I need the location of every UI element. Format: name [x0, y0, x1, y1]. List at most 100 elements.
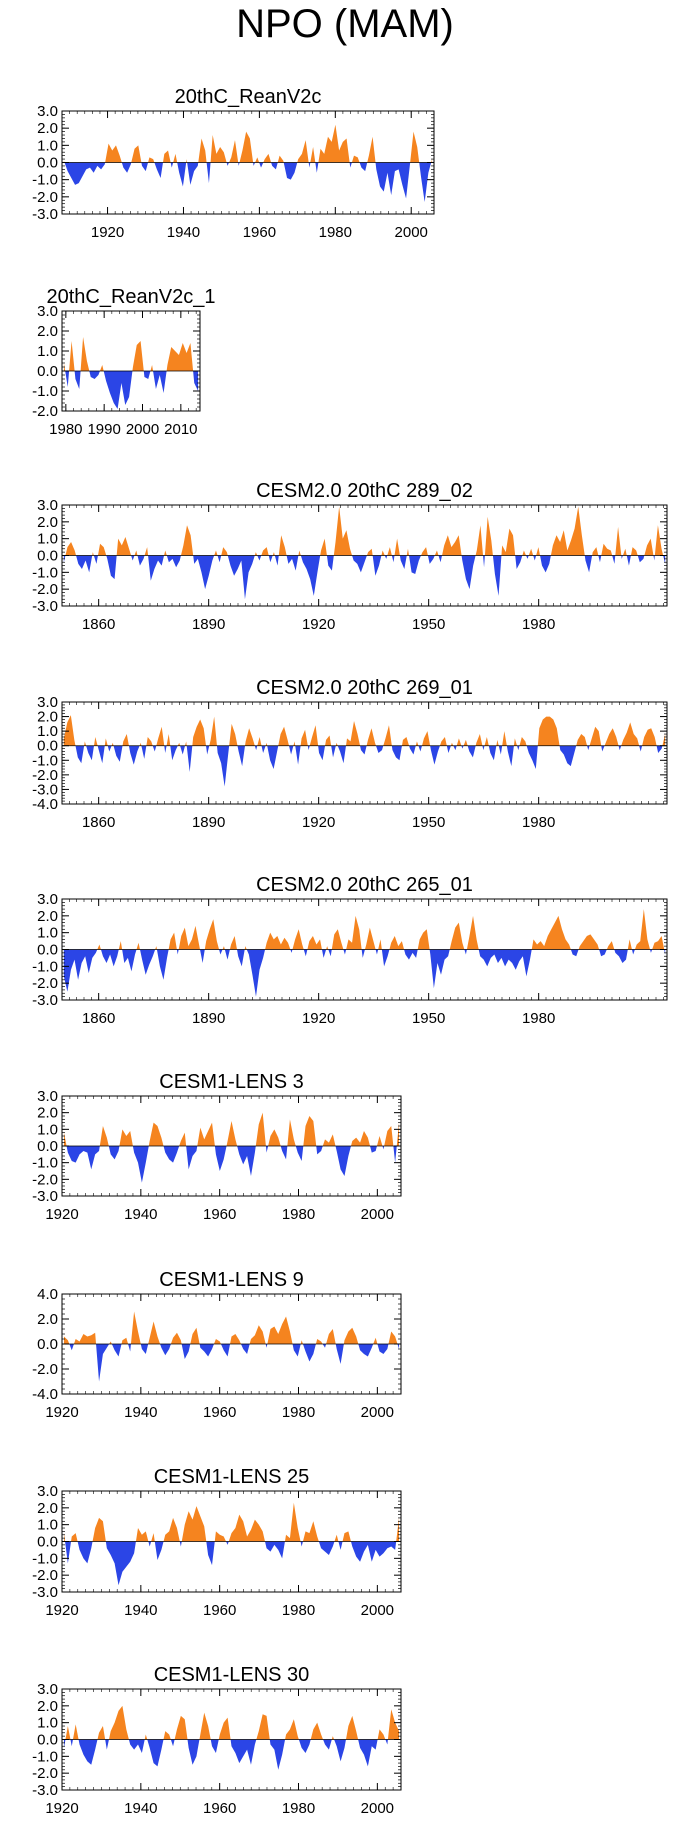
y-tick-label: 0.0 [37, 548, 58, 565]
y-tick-label: -3.0 [32, 1584, 58, 1601]
y-tick-label: -3.0 [32, 598, 58, 615]
y-tick-label: 1.0 [37, 1121, 58, 1138]
y-tick-label: 0.0 [37, 363, 58, 380]
y-tick-label: 2.0 [37, 1698, 58, 1715]
negative-area [63, 949, 666, 997]
x-tick-label: 1950 [412, 814, 445, 831]
chart-title: 20thC_ReanV2c_1 [46, 286, 215, 308]
y-tick-label: 3.0 [37, 1088, 58, 1105]
y-tick-label: 0.0 [37, 155, 58, 172]
x-tick-label: 1960 [243, 224, 276, 241]
positive-area [63, 1705, 400, 1740]
y-tick-label: 2.0 [37, 1311, 58, 1328]
y-tick-label: 3.0 [37, 303, 58, 320]
x-tick-label: 1890 [192, 616, 225, 633]
negative-area [63, 1146, 400, 1183]
y-tick-label: -2.0 [32, 1765, 58, 1782]
y-tick-label: -3.0 [32, 1188, 58, 1205]
x-tick-label: 1980 [319, 224, 352, 241]
x-tick-label: 1980 [282, 1800, 315, 1817]
y-tick-label: 3.0 [37, 1483, 58, 1500]
y-tick-label: 2.0 [37, 514, 58, 531]
x-tick-label: 1960 [203, 1800, 236, 1817]
y-tick-label: 0.0 [37, 942, 58, 959]
x-tick-label: 1980 [282, 1602, 315, 1619]
positive-area [63, 506, 666, 556]
y-tick-label: 1.0 [37, 925, 58, 942]
x-tick-label: 1980 [522, 1010, 555, 1027]
x-tick-label: 1890 [192, 1010, 225, 1027]
chart-panel-6: CESM1-LENS 3 -3.0-2.0-1.00.01.02.03.0 1920… [32, 1071, 402, 1223]
x-tick-label: 1950 [412, 616, 445, 633]
chart-title: CESM1-LENS 30 [154, 1664, 310, 1686]
y-tick-label: -3.0 [32, 206, 58, 223]
y-tick-label: 1.0 [37, 723, 58, 740]
y-tick-label: 3.0 [37, 497, 58, 514]
y-tick-label: -2.0 [32, 1567, 58, 1584]
x-tick-label: 1960 [203, 1206, 236, 1223]
x-tick-label: 1940 [124, 1404, 157, 1421]
negative-area [63, 555, 666, 600]
x-tick-label: 2000 [395, 224, 428, 241]
chart-title: CESM1-LENS 25 [154, 1466, 310, 1488]
x-tick-label: 1980 [522, 814, 555, 831]
y-tick-label: -2.0 [32, 1171, 58, 1188]
positive-area [63, 124, 433, 163]
y-tick-label: 2.0 [37, 908, 58, 925]
negative-area [63, 371, 199, 409]
x-tick-label: 1950 [412, 1010, 445, 1027]
y-tick-label: 0.0 [37, 1138, 58, 1155]
x-tick-label: 1980 [282, 1404, 315, 1421]
chart-panel-1: 20thC_ReanV2c -3.0-2.0-1.00.01.02.03.0 192… [32, 86, 435, 241]
y-tick-label: -2.0 [32, 767, 58, 784]
y-tick-label: 2.0 [37, 323, 58, 340]
positive-area [63, 337, 199, 371]
y-tick-label: 0.0 [37, 1336, 58, 1353]
y-tick-label: -2.0 [32, 975, 58, 992]
y-tick-label: 0.0 [37, 1534, 58, 1551]
x-tick-label: 2000 [361, 1602, 394, 1619]
chart-title: CESM1-LENS 9 [159, 1269, 304, 1291]
negative-area [63, 745, 666, 787]
x-tick-label: 1980 [282, 1206, 315, 1223]
y-tick-label: -4.0 [32, 1386, 58, 1403]
x-tick-label: 1860 [82, 814, 115, 831]
y-tick-label: 3.0 [37, 694, 58, 711]
y-tick-label: -2.0 [32, 1361, 58, 1378]
chart-title: CESM2.0 20thC 269_01 [256, 677, 473, 699]
x-tick-label: 1980 [522, 616, 555, 633]
x-tick-label: 1940 [124, 1602, 157, 1619]
y-tick-label: -2.0 [32, 581, 58, 598]
x-tick-label: 1920 [45, 1800, 78, 1817]
chart-title: CESM1-LENS 3 [159, 1071, 304, 1093]
y-tick-label: -1.0 [32, 1748, 58, 1765]
x-tick-label: 1920 [45, 1206, 78, 1223]
negative-area [63, 1739, 400, 1770]
chart-panel-3: CESM2.0 20thC 289_02 -3.0-2.0-1.00.01.02.… [32, 480, 668, 633]
chart-panel-5: CESM2.0 20thC 265_01 -3.0-2.0-1.00.01.02.… [32, 874, 668, 1027]
y-tick-label: -2.0 [32, 189, 58, 206]
y-tick-label: 1.0 [37, 343, 58, 360]
x-tick-label: 1920 [302, 814, 335, 831]
y-tick-label: 1.0 [37, 531, 58, 548]
y-tick-label: -1.0 [32, 958, 58, 975]
chart-panel-8: CESM1-LENS 25 -3.0-2.0-1.00.01.02.03.0 192… [32, 1466, 402, 1619]
chart-title: CESM2.0 20thC 289_02 [256, 480, 473, 502]
x-tick-label: 1860 [82, 1010, 115, 1027]
negative-area [63, 1344, 400, 1382]
x-tick-label: 1960 [203, 1404, 236, 1421]
x-tick-label: 1920 [302, 616, 335, 633]
y-tick-label: 0.0 [37, 1732, 58, 1749]
chart-panel-2: 20thC_ReanV2c_1 -2.0 -1.0 0.0 1.0 2.0 3.0 1980 1… [32, 286, 215, 438]
y-tick-label: 0.0 [37, 738, 58, 755]
y-tick-label: -3.0 [32, 992, 58, 1009]
chart-panel-9: CESM1-LENS 30 -3.0-2.0-1.00.01.02.03.0 192… [32, 1664, 402, 1817]
x-tick-label: 2000 [361, 1404, 394, 1421]
x-tick-label: 1860 [82, 616, 115, 633]
chart-title: 20thC_ReanV2c [175, 86, 322, 108]
y-tick-label: -3.0 [32, 781, 58, 798]
chart-title: CESM2.0 20thC 265_01 [256, 874, 473, 896]
y-tick-label: 2.0 [37, 1500, 58, 1517]
y-tick-label: -1.0 [32, 172, 58, 189]
x-tick-label: 2000 [361, 1206, 394, 1223]
